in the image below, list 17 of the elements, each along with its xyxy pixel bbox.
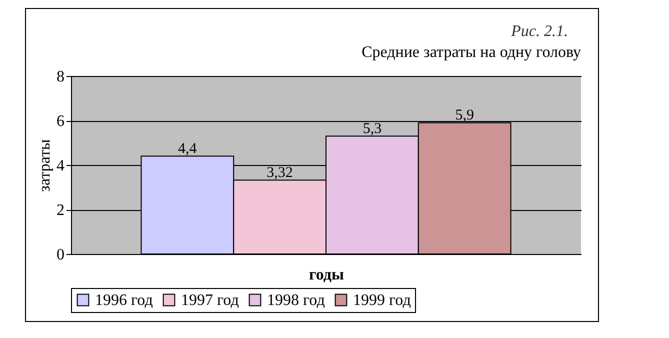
- y-tick-label: 4: [56, 158, 64, 174]
- data-label: 4,4: [178, 141, 198, 158]
- data-label: 3,32: [266, 165, 293, 182]
- x-axis-title: годы: [309, 266, 344, 284]
- chart-title: Средние затраты на одну голову: [362, 44, 581, 61]
- y-axis-title: затраты: [36, 138, 54, 192]
- data-label: 5,3: [362, 121, 382, 138]
- y-tick-label: 2: [56, 202, 64, 219]
- y-tick-label: 0: [56, 246, 64, 264]
- y-tick-label: 8: [56, 68, 64, 86]
- legend-label: 1999 год: [353, 292, 411, 309]
- y-tick-label: 6: [56, 113, 64, 130]
- data-label: 5,9: [455, 108, 474, 124]
- legend-label: 1998 год: [267, 292, 325, 309]
- text: Рис. 2.1.: [511, 23, 568, 41]
- legend-label: 1997 год: [181, 292, 239, 309]
- legend-label: 1996 год: [95, 292, 153, 309]
